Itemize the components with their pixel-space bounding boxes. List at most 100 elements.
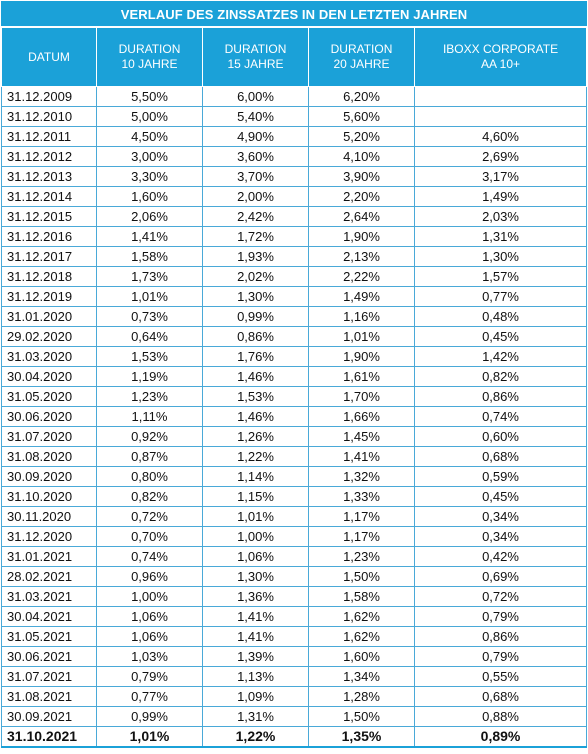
cell-iboxx: 0,79% bbox=[413, 606, 588, 627]
table-row: 31.03.2020 1,53% 1,76% 1,90% 1,42% bbox=[1, 346, 588, 367]
cell-duration-10: 5,50% bbox=[96, 86, 203, 107]
cell-duration-20: 1,61% bbox=[308, 366, 415, 387]
table-row: 31.12.2020 0,70% 1,00% 1,17% 0,34% bbox=[1, 526, 588, 547]
cell-iboxx: 0,34% bbox=[413, 526, 588, 547]
table-row: 30.04.2021 1,06% 1,41% 1,62% 0,79% bbox=[1, 606, 588, 627]
cell-date: 30.04.2021 bbox=[1, 606, 97, 627]
cell-duration-10: 1,06% bbox=[96, 606, 203, 627]
cell-duration-15: 1,36% bbox=[202, 586, 309, 607]
cell-duration-10: 0,82% bbox=[96, 486, 203, 507]
table-row: 31.05.2020 1,23% 1,53% 1,70% 0,86% bbox=[1, 386, 588, 407]
cell-duration-15: 1,46% bbox=[202, 366, 309, 387]
cell-duration-20: 1,23% bbox=[308, 546, 415, 567]
cell-duration-20: 1,32% bbox=[308, 466, 415, 487]
header-datum: DATUM bbox=[1, 26, 97, 87]
cell-duration-15: 1,26% bbox=[202, 426, 309, 447]
cell-duration-15: 1,41% bbox=[202, 626, 309, 647]
cell-date: 28.02.2021 bbox=[1, 566, 97, 587]
cell-date: 31.12.2019 bbox=[1, 286, 97, 307]
cell-date: 31.12.2014 bbox=[1, 186, 97, 207]
cell-duration-15: 1,00% bbox=[202, 526, 309, 547]
cell-duration-20: 1,62% bbox=[308, 626, 415, 647]
cell-duration-10: 0,73% bbox=[96, 306, 203, 327]
header-line: AA 10+ bbox=[480, 57, 521, 71]
cell-iboxx: 0,89% bbox=[413, 726, 588, 748]
cell-duration-20: 1,35% bbox=[308, 726, 415, 748]
cell-date: 31.12.2018 bbox=[1, 266, 97, 287]
cell-duration-15: 2,02% bbox=[202, 266, 309, 287]
cell-date: 31.12.2016 bbox=[1, 226, 97, 247]
cell-date: 30.09.2020 bbox=[1, 466, 97, 487]
cell-iboxx: 1,30% bbox=[413, 246, 588, 267]
cell-duration-15: 1,93% bbox=[202, 246, 309, 267]
cell-iboxx: 1,57% bbox=[413, 266, 588, 287]
cell-iboxx: 1,42% bbox=[413, 346, 588, 367]
cell-date: 31.12.2012 bbox=[1, 146, 97, 167]
cell-duration-20: 5,60% bbox=[308, 106, 415, 127]
header-line: DURATION bbox=[224, 42, 287, 56]
cell-date: 31.12.2009 bbox=[1, 86, 97, 107]
cell-duration-20: 6,20% bbox=[308, 86, 415, 107]
cell-iboxx: 0,59% bbox=[413, 466, 588, 487]
table-row: 30.06.2021 1,03% 1,39% 1,60% 0,79% bbox=[1, 646, 588, 667]
cell-date: 31.01.2020 bbox=[1, 306, 97, 327]
cell-duration-15: 1,39% bbox=[202, 646, 309, 667]
cell-duration-10: 0,79% bbox=[96, 666, 203, 687]
cell-date: 31.07.2020 bbox=[1, 426, 97, 447]
cell-iboxx: 0,55% bbox=[413, 666, 588, 687]
cell-duration-20: 1,90% bbox=[308, 346, 415, 367]
cell-duration-15: 1,13% bbox=[202, 666, 309, 687]
cell-duration-15: 1,53% bbox=[202, 386, 309, 407]
table-row: 31.03.2021 1,00% 1,36% 1,58% 0,72% bbox=[1, 586, 588, 607]
table-row: 31.12.2014 1,60% 2,00% 2,20% 1,49% bbox=[1, 186, 588, 207]
cell-iboxx: 0,86% bbox=[413, 626, 588, 647]
header-line: 20 JAHRE bbox=[333, 57, 390, 71]
cell-duration-20: 1,34% bbox=[308, 666, 415, 687]
cell-duration-15: 1,30% bbox=[202, 286, 309, 307]
cell-duration-20: 2,20% bbox=[308, 186, 415, 207]
header-line: DURATION bbox=[330, 42, 393, 56]
cell-duration-15: 1,09% bbox=[202, 686, 309, 707]
cell-duration-10: 0,92% bbox=[96, 426, 203, 447]
cell-iboxx: 0,68% bbox=[413, 446, 588, 467]
cell-duration-10: 2,06% bbox=[96, 206, 203, 227]
cell-date: 30.06.2021 bbox=[1, 646, 97, 667]
cell-duration-20: 4,10% bbox=[308, 146, 415, 167]
header-line: DATUM bbox=[28, 49, 70, 64]
cell-duration-15: 2,00% bbox=[202, 186, 309, 207]
cell-iboxx bbox=[413, 86, 588, 107]
cell-duration-10: 1,06% bbox=[96, 626, 203, 647]
cell-iboxx: 1,49% bbox=[413, 186, 588, 207]
table-row: 31.12.2013 3,30% 3,70% 3,90% 3,17% bbox=[1, 166, 588, 187]
cell-duration-15: 1,46% bbox=[202, 406, 309, 427]
cell-duration-20: 1,70% bbox=[308, 386, 415, 407]
cell-date: 31.12.2017 bbox=[1, 246, 97, 267]
cell-iboxx: 0,74% bbox=[413, 406, 588, 427]
cell-duration-15: 1,14% bbox=[202, 466, 309, 487]
cell-date: 30.04.2020 bbox=[1, 366, 97, 387]
cell-duration-10: 0,99% bbox=[96, 706, 203, 727]
cell-date: 31.03.2020 bbox=[1, 346, 97, 367]
header-line: 15 JAHRE bbox=[227, 57, 284, 71]
cell-duration-10: 0,80% bbox=[96, 466, 203, 487]
cell-date: 29.02.2020 bbox=[1, 326, 97, 347]
cell-duration-20: 1,60% bbox=[308, 646, 415, 667]
cell-duration-15: 1,22% bbox=[202, 726, 309, 748]
cell-date: 31.10.2020 bbox=[1, 486, 97, 507]
cell-duration-10: 0,96% bbox=[96, 566, 203, 587]
cell-duration-20: 1,49% bbox=[308, 286, 415, 307]
cell-duration-10: 0,70% bbox=[96, 526, 203, 547]
cell-duration-10: 1,00% bbox=[96, 586, 203, 607]
cell-iboxx: 0,68% bbox=[413, 686, 588, 707]
table-row: 31.12.2010 5,00% 5,40% 5,60% bbox=[1, 106, 588, 127]
cell-duration-15: 1,06% bbox=[202, 546, 309, 567]
header-iboxx: IBOXX CORPORATE AA 10+ bbox=[413, 26, 588, 87]
cell-duration-10: 1,60% bbox=[96, 186, 203, 207]
table-row: 31.12.2011 4,50% 4,90% 5,20% 4,60% bbox=[1, 126, 588, 147]
cell-duration-15: 1,15% bbox=[202, 486, 309, 507]
cell-date: 31.08.2021 bbox=[1, 686, 97, 707]
cell-duration-15: 0,86% bbox=[202, 326, 309, 347]
table-row: 30.09.2021 0,99% 1,31% 1,50% 0,88% bbox=[1, 706, 588, 727]
cell-duration-20: 1,17% bbox=[308, 526, 415, 547]
